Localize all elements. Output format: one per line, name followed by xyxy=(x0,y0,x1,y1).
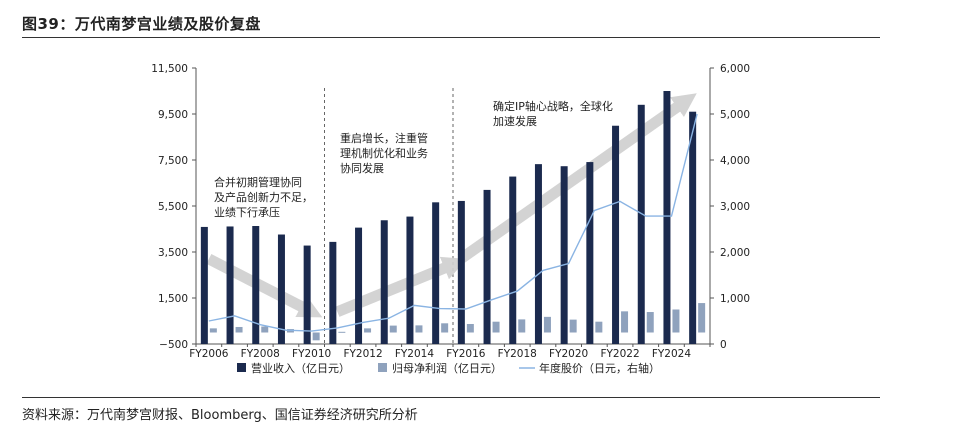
revenue-bar xyxy=(252,226,260,344)
right-tick-label: 1,000 xyxy=(720,293,750,305)
revenue-bar xyxy=(329,241,337,344)
net-profit-bar xyxy=(338,331,346,333)
legend-swatch xyxy=(237,363,246,372)
legend-label: 营业收入（亿日元） xyxy=(251,361,350,375)
revenue-bar xyxy=(483,189,491,344)
right-tick-label: 2,000 xyxy=(720,247,750,259)
revenue-bar xyxy=(406,216,414,344)
annotation-text: 重启增长，注重管 xyxy=(340,131,428,145)
revenue-bar xyxy=(586,162,594,344)
legend-label: 年度股价（日元，右轴） xyxy=(539,361,660,375)
right-tick-label: 5,000 xyxy=(720,109,750,121)
left-tick-label: 7,500 xyxy=(158,155,188,167)
net-profit-bar xyxy=(389,325,397,333)
trend-arrow xyxy=(457,93,697,264)
right-tick-label: 6,000 xyxy=(720,63,750,75)
revenue-bar xyxy=(277,234,285,344)
x-tick-label: FY2016 xyxy=(446,348,485,360)
x-tick-label: FY2006 xyxy=(189,348,228,360)
revenue-bar xyxy=(560,166,568,344)
revenue-bar xyxy=(612,125,620,344)
revenue-bar xyxy=(534,164,542,344)
net-profit-bar xyxy=(672,309,680,333)
annotation-text: 理机制优化和业务 xyxy=(340,146,428,160)
price-line xyxy=(208,113,698,332)
revenue-bar xyxy=(380,220,388,344)
annotation-text: 确定IP轴心战略，全球化 xyxy=(493,99,613,113)
net-profit-bar xyxy=(209,328,217,333)
figure-title: 图39：万代南梦宫业绩及股价复盘 xyxy=(22,15,261,33)
x-tick-label: FY2008 xyxy=(241,348,280,360)
left-tick-label: 1,500 xyxy=(158,293,188,305)
revenue-bar xyxy=(689,111,697,344)
net-profit-bar xyxy=(518,319,526,333)
right-tick-label: 3,000 xyxy=(720,201,750,213)
x-tick-label: FY2022 xyxy=(600,348,639,360)
net-profit-bar xyxy=(492,321,500,333)
left-tick-label: 3,500 xyxy=(158,247,188,259)
left-tick-label: 11,500 xyxy=(151,63,188,75)
trend-arrow xyxy=(206,254,323,318)
annotation-text: 加速发展 xyxy=(493,114,537,128)
net-profit-bar xyxy=(261,326,269,333)
revenue-bar xyxy=(226,226,234,344)
revenue-bar xyxy=(432,202,440,344)
x-tick-label: FY2012 xyxy=(343,348,382,360)
net-profit-bar xyxy=(466,323,474,333)
net-profit-bar xyxy=(364,328,372,333)
legend-swatch xyxy=(378,363,387,372)
revenue-bar xyxy=(637,104,645,344)
x-tick-label: FY2014 xyxy=(395,348,434,360)
legend-label: 归母净利润（亿日元） xyxy=(392,361,502,375)
right-tick-label: 4,000 xyxy=(720,155,750,167)
left-tick-label: −500 xyxy=(159,339,188,351)
top-rule xyxy=(22,37,880,38)
annotation-text: 协同发展 xyxy=(340,161,384,175)
annotation-text: 业绩下行承压 xyxy=(214,206,280,219)
x-tick-label: FY2020 xyxy=(549,348,588,360)
net-profit-bar xyxy=(595,321,603,333)
net-profit-bar xyxy=(235,326,243,333)
x-tick-label: FY2018 xyxy=(498,348,537,360)
left-tick-label: 5,500 xyxy=(158,201,188,213)
revenue-bar xyxy=(663,91,671,344)
chart-svg: −500 1,500 3,500 5,500 7,500 9,500 11,500 0 1,00… xyxy=(151,63,750,375)
revenue-bar xyxy=(200,226,208,344)
revenue-bar xyxy=(355,227,363,344)
left-tick-label: 9,500 xyxy=(158,109,188,121)
revenue-bar xyxy=(457,200,465,344)
right-tick-label: 0 xyxy=(720,339,727,351)
net-profit-bar xyxy=(621,311,629,333)
net-profit-bar xyxy=(441,323,449,333)
x-tick-label: FY2024 xyxy=(652,348,691,360)
net-profit-bar xyxy=(543,316,551,333)
net-profit-bar xyxy=(415,325,423,333)
figure-source: 资料来源：万代南梦宫财报、Bloomberg、国信证券经济研究所分析 xyxy=(22,408,418,423)
annotation-text: 及产品创新力不足， xyxy=(214,190,313,204)
net-profit-bar xyxy=(646,312,654,333)
revenue-bar xyxy=(509,176,517,344)
net-profit-bar xyxy=(698,303,706,333)
net-profit-bar xyxy=(312,332,320,341)
x-tick-label: FY2010 xyxy=(292,348,331,360)
bottom-rule xyxy=(22,397,880,398)
annotation-text: 合并初期管理协同 xyxy=(214,175,302,189)
net-profit-bar xyxy=(569,319,577,333)
revenue-bar xyxy=(303,245,311,344)
